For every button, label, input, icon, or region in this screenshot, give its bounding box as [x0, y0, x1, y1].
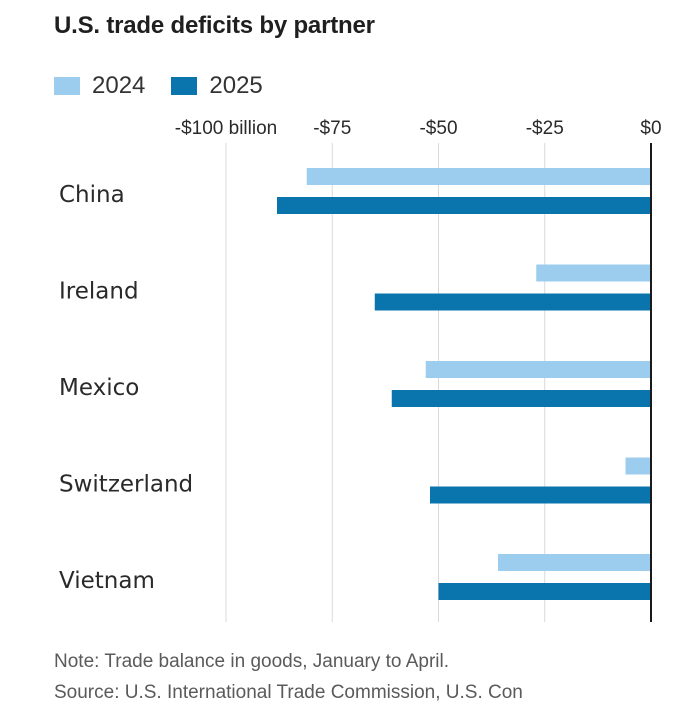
- bar-2025: [374, 293, 651, 311]
- bar-chart: -$100 billion -$75 -$50 -$25 $0 China Ireland M…: [59, 118, 662, 622]
- category-label: Mexico: [59, 375, 139, 401]
- x-tick-label: -$75: [313, 118, 351, 139]
- legend-item-2024: 2024: [54, 72, 145, 100]
- legend-swatch-2024: [54, 77, 80, 95]
- bar-2025: [277, 197, 651, 214]
- chart-source: Source: U.S. International Trade Commiss…: [54, 682, 523, 703]
- x-tick-label: $0: [640, 118, 661, 139]
- chart-title: U.S. trade deficits by partner: [54, 12, 375, 39]
- bar-2024: [625, 457, 651, 475]
- x-tick-label: -$25: [526, 118, 564, 139]
- legend-item-2025: 2025: [171, 72, 263, 100]
- chart-note: Note: Trade balance in goods, January to…: [54, 651, 450, 672]
- category-label: Switzerland: [59, 472, 193, 498]
- bar-2025: [430, 486, 651, 504]
- category-label: Vietnam: [59, 568, 155, 594]
- category-label: Ireland: [59, 279, 139, 305]
- bar-2024: [498, 554, 651, 571]
- x-tick-label: -$50: [419, 118, 457, 139]
- bar-2024: [306, 168, 651, 185]
- x-tick-label: -$100 billion: [175, 118, 277, 139]
- bar-2024: [425, 361, 651, 378]
- legend: 2024 2025: [54, 72, 289, 100]
- bar-2025: [391, 390, 651, 407]
- legend-label-2024: 2024: [92, 72, 146, 99]
- legend-swatch-2025: [171, 77, 198, 95]
- bar-2025: [438, 583, 651, 600]
- legend-label-2025: 2025: [209, 72, 263, 99]
- bar-2024: [536, 264, 651, 282]
- category-label: China: [59, 182, 125, 208]
